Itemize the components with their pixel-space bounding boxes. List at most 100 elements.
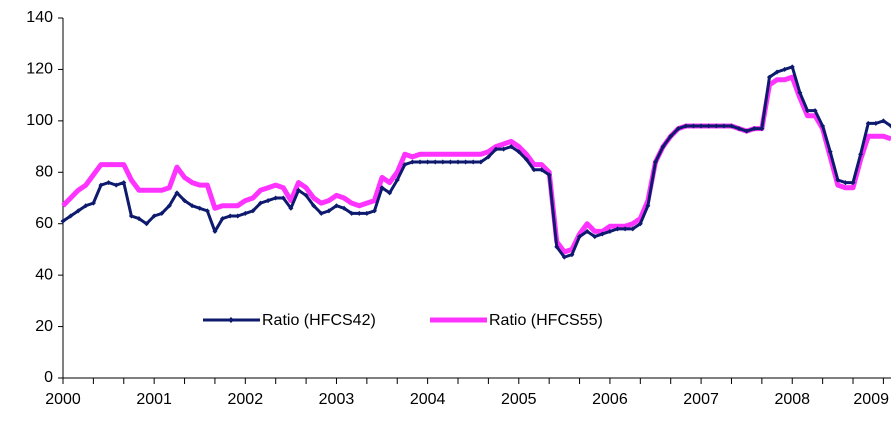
point-marker xyxy=(744,128,750,134)
point-marker xyxy=(273,195,279,201)
point-marker xyxy=(425,159,431,165)
point-marker xyxy=(766,74,772,80)
x-tick-label: 2001 xyxy=(136,391,172,408)
point-marker xyxy=(782,66,788,72)
point-marker xyxy=(493,146,499,152)
point-marker xyxy=(159,210,165,216)
point-marker xyxy=(865,120,871,126)
point-marker xyxy=(850,180,856,186)
point-marker xyxy=(698,123,704,129)
point-marker xyxy=(409,159,415,165)
point-marker xyxy=(90,200,96,206)
point-marker xyxy=(637,221,643,227)
legend-label: Ratio (HFCS55) xyxy=(489,312,603,329)
point-marker xyxy=(873,120,879,126)
point-marker xyxy=(60,218,66,224)
point-marker xyxy=(812,108,818,114)
point-marker xyxy=(820,123,826,129)
point-marker xyxy=(113,182,119,188)
point-marker xyxy=(379,185,385,191)
point-marker xyxy=(83,203,89,209)
y-tick-label: 40 xyxy=(35,266,53,283)
point-marker xyxy=(774,69,780,75)
point-marker xyxy=(189,203,195,209)
point-marker xyxy=(303,192,309,198)
y-tick-label: 0 xyxy=(44,369,53,386)
point-marker xyxy=(584,228,590,234)
point-marker xyxy=(463,159,469,165)
point-marker xyxy=(349,210,355,216)
point-marker xyxy=(668,133,674,139)
point-marker xyxy=(121,180,127,186)
y-tick-label: 140 xyxy=(26,9,53,26)
y-tick-label: 100 xyxy=(26,112,53,129)
point-marker xyxy=(265,198,271,204)
point-marker xyxy=(98,182,104,188)
point-marker xyxy=(599,231,605,237)
legend-label: Ratio (HFCS42) xyxy=(262,312,376,329)
point-marker xyxy=(402,162,408,168)
x-tick-label: 2005 xyxy=(501,391,537,408)
point-marker xyxy=(759,126,765,132)
x-tick-label: 2009 xyxy=(853,391,889,408)
x-tick-label: 2002 xyxy=(228,391,264,408)
point-marker xyxy=(68,213,74,219)
point-marker xyxy=(751,126,757,132)
point-marker xyxy=(561,254,567,260)
series-line xyxy=(62,65,891,259)
point-marker xyxy=(516,149,522,155)
point-marker xyxy=(501,146,507,152)
point-marker xyxy=(645,203,651,209)
point-marker xyxy=(804,108,810,114)
point-marker xyxy=(880,118,886,124)
point-marker xyxy=(318,210,324,216)
point-marker xyxy=(721,123,727,129)
point-marker xyxy=(144,221,150,227)
x-tick-label: 2008 xyxy=(774,391,810,408)
point-marker xyxy=(789,64,795,70)
point-marker xyxy=(333,203,339,209)
point-marker xyxy=(235,213,241,219)
point-marker xyxy=(592,234,598,240)
point-marker xyxy=(197,205,203,211)
x-tick-label: 2006 xyxy=(592,391,628,408)
point-marker xyxy=(75,208,81,214)
point-marker xyxy=(258,200,264,206)
point-marker xyxy=(166,203,172,209)
x-tick-label: 2007 xyxy=(683,391,719,408)
point-marker xyxy=(326,208,332,214)
point-marker xyxy=(212,228,218,234)
point-marker xyxy=(455,159,461,165)
point-marker xyxy=(280,195,286,201)
x-tick-label: 2000 xyxy=(45,391,81,408)
point-marker xyxy=(690,123,696,129)
point-marker xyxy=(523,156,529,162)
point-marker xyxy=(204,208,210,214)
point-marker xyxy=(888,123,891,129)
point-marker xyxy=(713,123,719,129)
point-marker xyxy=(531,167,537,173)
point-marker xyxy=(842,180,848,186)
point-marker xyxy=(827,149,833,155)
point-marker xyxy=(569,252,575,258)
point-marker xyxy=(136,216,142,222)
point-marker xyxy=(220,216,226,222)
point-marker xyxy=(394,177,400,183)
point-marker xyxy=(508,144,514,150)
point-marker xyxy=(653,159,659,165)
y-tick-label: 60 xyxy=(35,215,53,232)
point-marker xyxy=(417,159,423,165)
x-tick-label: 2004 xyxy=(410,391,446,408)
point-marker xyxy=(660,144,666,150)
point-marker xyxy=(683,123,689,129)
y-tick-label: 20 xyxy=(35,318,53,335)
point-marker xyxy=(858,151,864,157)
legend-marker xyxy=(228,317,234,323)
point-marker xyxy=(835,177,841,183)
point-marker xyxy=(539,167,545,173)
point-marker xyxy=(706,123,712,129)
y-tick-label: 120 xyxy=(26,61,53,78)
point-marker xyxy=(470,159,476,165)
point-marker xyxy=(577,234,583,240)
